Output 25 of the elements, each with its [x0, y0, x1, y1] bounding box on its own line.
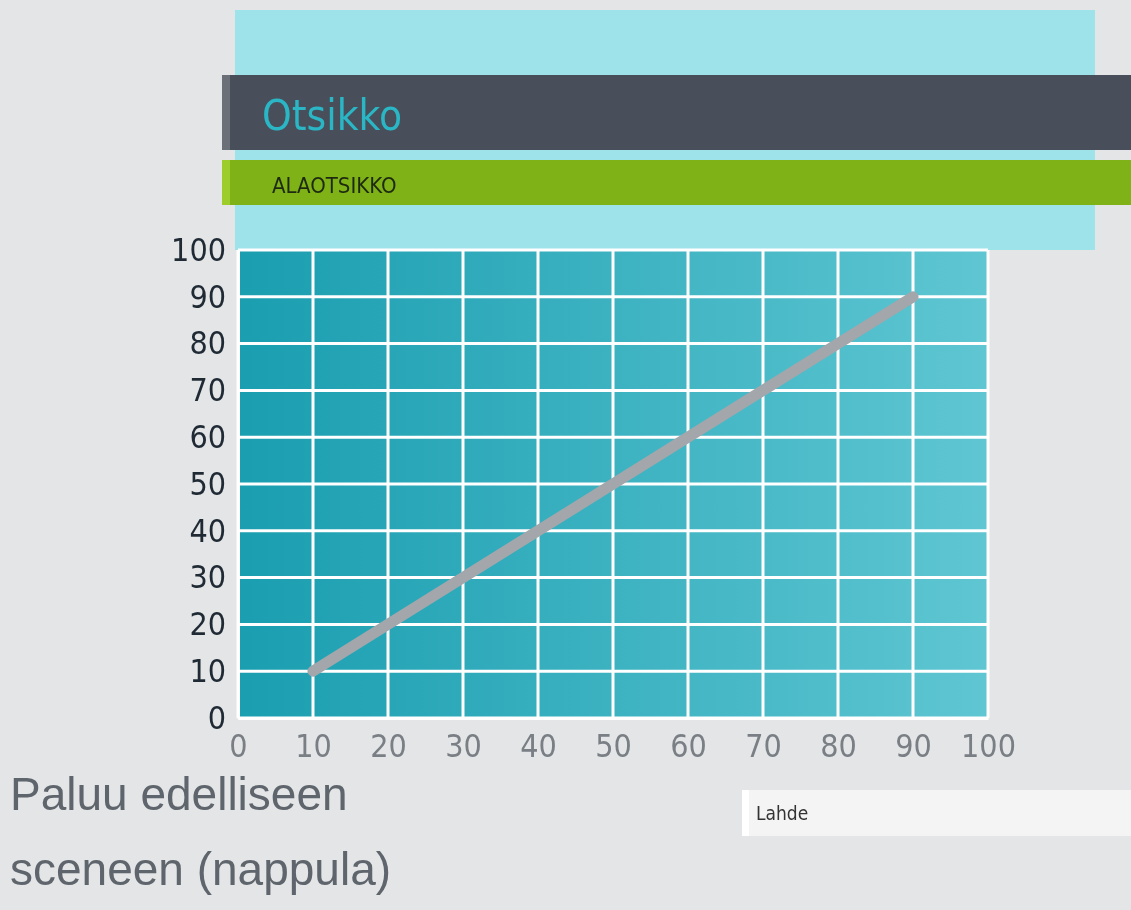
y-tick-label: 70: [189, 371, 226, 410]
chart-subtitle: ALAOTSIKKO: [272, 173, 397, 198]
y-tick-label: 40: [189, 511, 226, 550]
x-tick-label: 60: [670, 726, 707, 765]
text: Paluu edelliseen sceneen (nappula): [10, 768, 392, 895]
text: Lahde: [756, 802, 809, 824]
y-tick-label: 100: [171, 230, 226, 269]
chart-title: Otsikko: [262, 91, 403, 140]
y-tick-label: 90: [189, 277, 226, 316]
x-tick-label: 10: [295, 726, 332, 765]
y-tick-label: 50: [189, 464, 226, 503]
y-tick-label: 60: [189, 417, 226, 456]
x-tick-label: 90: [895, 726, 932, 765]
y-tick-label: 80: [189, 324, 226, 363]
x-tick-label: 80: [820, 726, 857, 765]
x-tick-label: 70: [745, 726, 782, 765]
y-tick-label: 20: [189, 605, 226, 644]
y-tick-label: 30: [189, 558, 226, 597]
x-tick-label: 50: [595, 726, 632, 765]
x-tick-label: 30: [445, 726, 482, 765]
x-tick-label: 40: [520, 726, 557, 765]
x-tick-label: 20: [370, 726, 407, 765]
x-tick-label: 100: [961, 726, 1016, 765]
y-tick-label: 0: [207, 698, 226, 737]
y-tick-label: 10: [189, 651, 226, 690]
